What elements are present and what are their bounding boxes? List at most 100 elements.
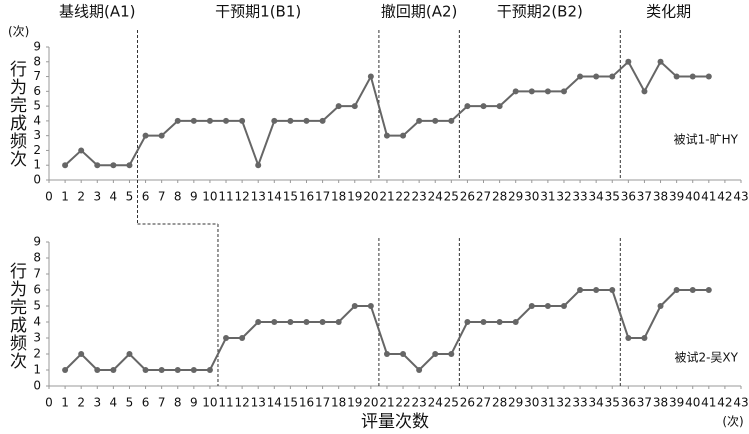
data-point: [335, 103, 342, 110]
data-point: [641, 88, 648, 95]
x-tick-label: 5: [126, 396, 134, 410]
x-tick-label: 17: [315, 396, 330, 410]
data-point: [174, 367, 181, 373]
data-point: [528, 88, 535, 95]
data-point: [190, 117, 197, 124]
y-tick-label: 1: [33, 158, 41, 172]
x-tick-label: 3: [93, 396, 101, 410]
x-tick-label: 1: [61, 396, 69, 410]
data-point: [206, 117, 213, 124]
data-point: [705, 287, 712, 293]
data-point: [673, 73, 680, 80]
data-point: [126, 162, 133, 169]
data-point: [416, 117, 423, 124]
x-tick-label: 41: [701, 396, 716, 410]
data-point: [496, 319, 503, 325]
data-point: [206, 367, 213, 373]
x-tick-label: 30: [524, 190, 539, 204]
x-tick-label: 11: [218, 190, 233, 204]
x-tick-label: 4: [110, 190, 118, 204]
data-point: [367, 303, 374, 309]
data-point: [239, 117, 246, 124]
x-axis-title: 评量次数: [361, 412, 429, 432]
data-point: [94, 367, 101, 373]
x-tick-label: 25: [444, 396, 459, 410]
y-tick-label: 0: [33, 379, 41, 393]
data-point: [174, 117, 181, 124]
series-line: [64, 289, 709, 372]
data-point: [351, 303, 358, 309]
data-point: [512, 88, 519, 95]
x-tick-label: 9: [190, 396, 198, 410]
y-tick-label: 9: [33, 235, 41, 249]
x-tick-label: 14: [267, 190, 282, 204]
data-point: [625, 335, 632, 341]
data-point: [190, 367, 197, 373]
x-tick-label: 36: [621, 396, 636, 410]
data-point: [593, 287, 600, 293]
data-point: [609, 287, 616, 293]
data-point: [78, 351, 85, 357]
data-point: [705, 73, 712, 80]
x-tick-label: 30: [524, 396, 539, 410]
data-point: [319, 117, 326, 124]
phase-label: 类化期: [646, 3, 691, 21]
phase-label: 基线期(A1): [59, 3, 136, 21]
x-tick-label: 32: [556, 190, 571, 204]
x-tick-label: 21: [379, 190, 394, 204]
x-tick-label: 24: [428, 190, 443, 204]
data-point: [158, 367, 165, 373]
data-point: [383, 351, 390, 357]
x-tick-label: 14: [267, 396, 282, 410]
x-tick-label: 27: [476, 396, 491, 410]
x-tick-label: 22: [395, 190, 410, 204]
x-tick-label: 7: [158, 190, 166, 204]
x-tick-label: 19: [347, 190, 362, 204]
y-tick-label: 7: [33, 267, 41, 281]
data-point: [448, 351, 455, 357]
x-tick-label: 38: [653, 190, 668, 204]
data-point: [223, 117, 230, 124]
data-point: [544, 88, 551, 95]
data-point: [464, 103, 471, 110]
data-point: [464, 319, 471, 325]
x-tick-label: 15: [283, 396, 298, 410]
x-tick-label: 18: [331, 396, 346, 410]
data-point: [271, 117, 278, 124]
x-tick-label: 12: [234, 396, 249, 410]
data-point: [689, 287, 696, 293]
x-tick-label: 4: [110, 396, 118, 410]
annotation: 被试1-旷HY: [674, 132, 739, 147]
x-tick-label: 28: [492, 190, 507, 204]
x-tick-label: 3: [93, 190, 101, 204]
data-point: [609, 73, 616, 80]
data-point: [110, 367, 117, 373]
x-tick-label: 6: [142, 190, 150, 204]
x-tick-label: 34: [589, 190, 604, 204]
data-point: [383, 132, 390, 139]
data-point: [271, 319, 278, 325]
data-point: [432, 351, 439, 357]
x-tick-label: 8: [174, 190, 182, 204]
data-point: [126, 351, 133, 357]
x-tick-label: 29: [508, 190, 523, 204]
data-point: [641, 335, 648, 341]
x-tick-label: 33: [572, 396, 587, 410]
y-tick-label: 8: [33, 251, 41, 265]
data-point: [62, 367, 69, 373]
data-point: [432, 117, 439, 124]
x-tick-label: 16: [299, 396, 314, 410]
phase-label: 撤回期(A2): [381, 3, 458, 21]
data-point: [657, 303, 664, 309]
data-point: [689, 73, 696, 80]
data-point: [255, 319, 262, 325]
data-point: [480, 103, 487, 110]
x-tick-label: 23: [411, 396, 426, 410]
x-tick-label: 18: [331, 190, 346, 204]
x-tick-label: 21: [379, 396, 394, 410]
y-tick-label: 1: [33, 363, 41, 377]
x-tick-label: 29: [508, 396, 523, 410]
y-tick-label: 2: [33, 143, 41, 157]
x-tick-label: 40: [685, 396, 700, 410]
x-tick-label: 39: [669, 396, 684, 410]
